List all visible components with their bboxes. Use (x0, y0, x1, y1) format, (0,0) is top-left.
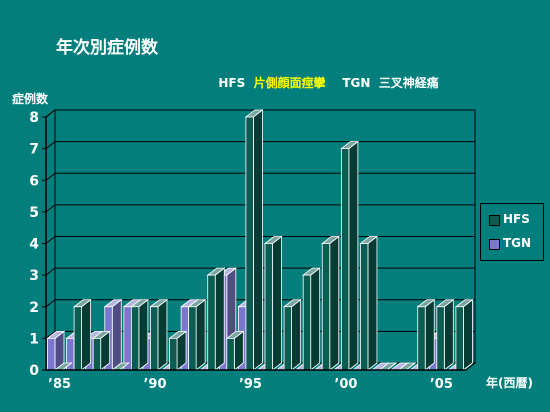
bar-hfs-1991 (169, 337, 178, 371)
bar-hfs-2006 (455, 306, 464, 371)
bar-hfs-1996 (264, 243, 273, 371)
bar-hfs-2004 (417, 306, 426, 371)
x-tick-label-2000: ’00 (334, 377, 357, 392)
bar-side-hfs-2006 (463, 298, 473, 371)
bar-hfs-1999 (321, 243, 331, 371)
bar-side-hfs-1989 (138, 298, 149, 371)
y-tick-label-8: 8 (29, 110, 39, 126)
bar-hfs-2000 (340, 148, 350, 371)
bar-side-hfs-2004 (424, 298, 435, 371)
bar-side-hfs-2000 (348, 140, 359, 371)
bar-side-hfs-2005 (443, 298, 454, 371)
subtitle-part-tgn: TGN 三叉神経痛 (325, 76, 439, 90)
bar-hfs-1987 (92, 337, 102, 371)
chart-subtitle: HFS 片側顔面痙攣 TGN 三叉神経痛 (210, 60, 439, 91)
legend-swatch-hfs (489, 215, 500, 226)
x-tick-label-1990: ’90 (143, 377, 166, 392)
bar-side-hfs-1999 (329, 235, 340, 371)
bar-tgn-1985 (47, 337, 56, 371)
bar-hfs-1990 (150, 306, 159, 371)
gridline-5 (45, 204, 475, 213)
y-tick-label-7: 7 (29, 142, 39, 158)
bar-side-hfs-2001 (367, 235, 378, 371)
y-tick-label-5: 5 (29, 205, 39, 221)
bar-hfs-1995 (245, 116, 254, 371)
x-tick-label-1985: ’85 (48, 377, 71, 392)
bar-side-hfs-1992 (195, 298, 206, 371)
gridline-7 (45, 141, 475, 150)
bar-side-hfs-1996 (272, 235, 282, 371)
bar-hfs-2001 (360, 243, 369, 371)
bar-hfs-2005 (436, 306, 445, 371)
bar-side-hfs-1995 (253, 109, 263, 371)
bar-side-hfs-1997 (291, 298, 301, 371)
x-axis-label: 年(西暦) (486, 376, 533, 390)
y-tick-label-3: 3 (29, 268, 39, 284)
legend-swatch-tgn (489, 239, 500, 250)
legend: HFS TGN (480, 203, 544, 261)
y-tick-label-6: 6 (29, 173, 39, 189)
y-axis-label: 症例数 (12, 92, 49, 106)
y-tick-label-1: 1 (29, 331, 39, 347)
bar-hfs-1997 (283, 306, 292, 371)
y-tick-label-2: 2 (29, 300, 39, 316)
bar-hfs-1989 (130, 306, 140, 371)
subtitle-part-hfs: HFS (218, 76, 254, 90)
bar-side-tgn-1988 (111, 298, 122, 371)
bar-hfs-1986 (73, 306, 82, 371)
bar-tgn-1989 (123, 306, 132, 371)
y-tick-label-0: 0 (29, 363, 39, 379)
legend-label-tgn: TGN (503, 236, 532, 250)
y-tick-label-4: 4 (29, 237, 39, 253)
bar-hfs-1994 (226, 337, 235, 371)
chart-title: 年次別症例数 (56, 38, 158, 58)
bar-hfs-1998 (302, 274, 312, 371)
bar-side-hfs-1998 (310, 267, 321, 371)
bar-hfs-1993 (207, 274, 216, 371)
legend-label-hfs: HFS (503, 212, 530, 226)
bar-side-hfs-1993 (214, 267, 225, 371)
x-tick-label-1995: ’95 (239, 377, 262, 392)
bar-hfs-1992 (188, 306, 197, 371)
gridline-6 (45, 172, 475, 181)
bar-side-hfs-1990 (157, 298, 168, 371)
bar-side-hfs-1986 (81, 298, 91, 371)
x-tick-label-2005: ’05 (430, 377, 453, 392)
gridline-8 (45, 109, 475, 118)
subtitle-part-hfs-jp: 片側顔面痙攣 (253, 76, 326, 90)
